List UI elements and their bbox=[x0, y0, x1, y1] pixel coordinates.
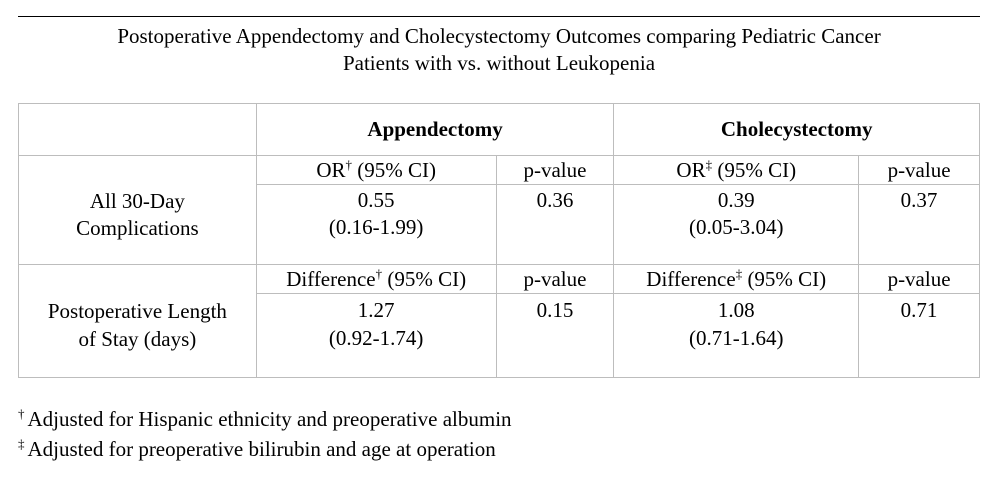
subheader-row-2: Postoperative Length of Stay (days) Diff… bbox=[18, 264, 980, 378]
pvalue-cell-appendectomy-2: 0.15 bbox=[495, 293, 615, 378]
subheader-row-1: All 30-Day Complications OR† (95% CI) p-… bbox=[18, 155, 980, 265]
measure-header-appendectomy: OR† (95% CI) bbox=[255, 155, 497, 185]
estimate-cell-appendectomy: 0.55 (0.16-1.99) bbox=[255, 184, 497, 265]
empty-corner-cell bbox=[18, 103, 257, 156]
row-label-complications: All 30-Day Complications bbox=[18, 155, 257, 265]
pvalue-header-cholecystectomy: p-value bbox=[858, 155, 980, 185]
group-header-appendectomy: Appendectomy bbox=[255, 103, 615, 156]
footnote-dagger: † Adjusted for Hispanic ethnicity and pre… bbox=[18, 406, 512, 431]
group-header-row: Appendectomy Cholecystectomy bbox=[18, 103, 980, 156]
estimate-cell-appendectomy-2: 1.27 (0.92-1.74) bbox=[255, 293, 497, 378]
title-line-1: Postoperative Appendectomy and Cholecyst… bbox=[117, 24, 881, 48]
pvalue-cell-cholecystectomy: 0.37 bbox=[858, 184, 980, 265]
measure-header-cholecystectomy-2: Difference‡ (95% CI) bbox=[613, 264, 860, 294]
footnotes: † Adjusted for Hispanic ethnicity and pre… bbox=[18, 404, 512, 464]
row-label-length-of-stay: Postoperative Length of Stay (days) bbox=[18, 264, 257, 378]
measure-header-appendectomy-2: Difference† (95% CI) bbox=[255, 264, 497, 294]
outcomes-table: Appendectomy Cholecystectomy All 30-Day … bbox=[18, 103, 980, 378]
pvalue-header-appendectomy-2: p-value bbox=[495, 264, 615, 294]
top-rule bbox=[18, 16, 980, 17]
estimate-cell-cholecystectomy: 0.39 (0.05-3.04) bbox=[613, 184, 860, 265]
pvalue-header-cholecystectomy-2: p-value bbox=[858, 264, 980, 294]
pvalue-cell-appendectomy: 0.36 bbox=[495, 184, 615, 265]
measure-header-cholecystectomy: OR‡ (95% CI) bbox=[613, 155, 860, 185]
group-header-cholecystectomy: Cholecystectomy bbox=[613, 103, 980, 156]
pvalue-cell-cholecystectomy-2: 0.71 bbox=[858, 293, 980, 378]
table-title: Postoperative Appendectomy and Cholecyst… bbox=[18, 23, 980, 77]
estimate-cell-cholecystectomy-2: 1.08 (0.71-1.64) bbox=[613, 293, 860, 378]
footnote-double-dagger: ‡ Adjusted for preoperative bilirubin and… bbox=[18, 436, 496, 461]
data-row-length-of-stay: 1.27 (0.92-1.74) 0.15 1.08 (0.71-1.64) 0… bbox=[19, 293, 980, 378]
title-line-2: Patients with vs. without Leukopenia bbox=[342, 51, 656, 75]
data-row-complications: 0.55 (0.16-1.99) 0.36 0.39 (0.05-3.04) 0… bbox=[19, 184, 980, 265]
pvalue-header-appendectomy: p-value bbox=[495, 155, 615, 185]
